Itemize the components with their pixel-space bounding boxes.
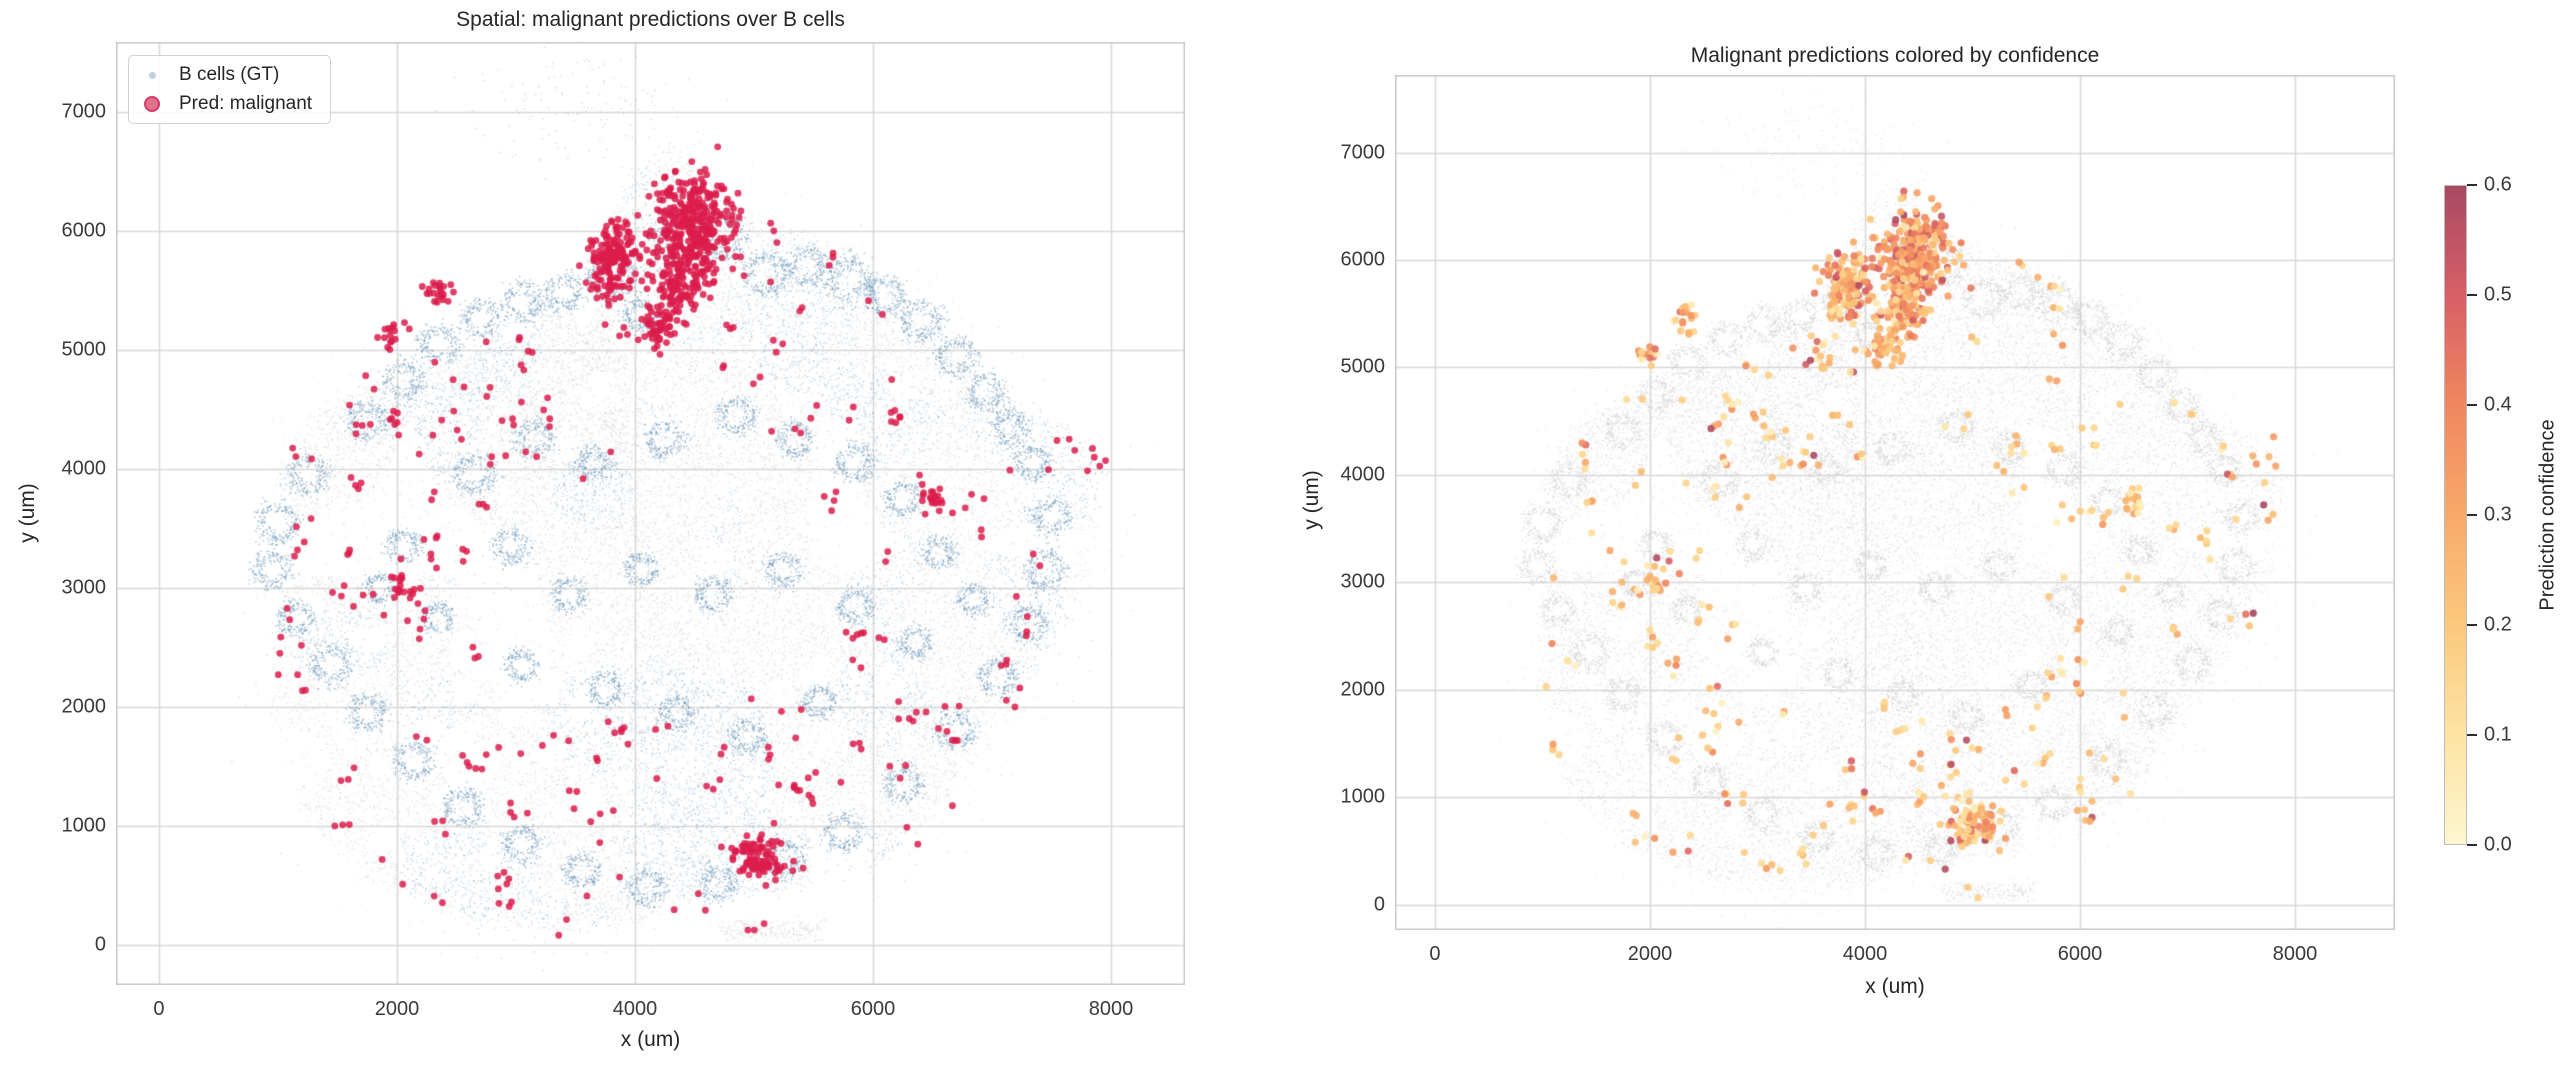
right-x-tick-label: 8000 [2272,943,2318,965]
colorbar-tick-mark [2467,513,2477,517]
left-y-axis-label: y (um) [16,483,39,543]
left-y-tick-label: 3000 [61,576,107,599]
right-y-axis-label: y (um) [1300,470,1323,530]
colorbar-tick-label: 0.5 [2484,283,2512,306]
right-x-tick-label: 4000 [1842,943,1888,965]
pred-malignant-legend-marker-icon [144,96,160,112]
colorbar [2444,185,2467,845]
legend-row-bcells: B cells (GT) [139,64,312,86]
left-y-tick-label: 6000 [61,219,107,242]
legend-label-pred-malignant: Pred: malignant [179,93,313,114]
right-plot-area [1395,75,2395,930]
colorbar-tick-mark [2467,733,2477,737]
right-x-tick-label: 2000 [1627,943,1673,965]
left-plot-title: Spatial: malignant predictions over B ce… [456,8,845,31]
left-x-tick-label: 2000 [374,998,420,1020]
left-y-tick-label: 5000 [61,338,107,361]
right-y-tick-label: 4000 [1340,463,1386,486]
left-y-tick-label: 4000 [61,457,107,480]
legend-row-pred-malignant: Pred: malignant [139,93,312,115]
colorbar-tick-mark [2467,403,2477,407]
left-plot-area: B cells (GT) Pred: malignant [116,42,1185,985]
left-y-tick-label: 0 [94,933,106,956]
right-y-tick-label: 2000 [1340,678,1386,701]
left-plot-canvas [116,42,1185,985]
right-x-axis-label: x (um) [1865,975,1925,998]
colorbar-label: Prediction confidence [2536,419,2559,611]
colorbar-tick-mark [2467,293,2477,297]
left-x-tick-label: 8000 [1088,998,1134,1020]
right-x-tick-label: 6000 [2057,943,2103,965]
right-y-tick-label: 7000 [1340,141,1386,163]
colorbar-tick-mark [2467,623,2477,627]
colorbar-tick-label: 0.4 [2484,393,2512,416]
colorbar-tick-label: 0.6 [2484,173,2512,196]
right-y-tick-label: 3000 [1340,570,1386,593]
left-y-tick-label: 1000 [61,814,107,837]
colorbar-tick-label: 0.0 [2484,833,2512,856]
legend-swatch-cell [139,96,165,112]
legend-label-bcells: B cells (GT) [179,64,280,85]
colorbar-tick-mark [2467,183,2477,187]
legend-swatch-cell [139,71,165,79]
right-x-tick-label: 0 [1429,943,1441,965]
left-y-tick-label: 2000 [61,695,107,718]
right-plot-title: Malignant predictions colored by confide… [1690,44,2100,67]
colorbar-tick-label: 0.2 [2484,613,2512,636]
left-y-tick-label: 7000 [61,100,107,123]
left-x-tick-label: 0 [153,998,165,1020]
colorbar-tick-label: 0.3 [2484,503,2512,526]
left-x-tick-label: 4000 [612,998,658,1020]
b-cells-legend-marker-icon [148,71,156,79]
legend: B cells (GT) Pred: malignant [128,55,332,124]
right-y-tick-label: 0 [1373,893,1385,916]
right-plot-canvas [1395,75,2395,930]
left-x-tick-label: 6000 [850,998,896,1020]
right-y-tick-label: 1000 [1340,785,1386,808]
right-y-tick-label: 6000 [1340,248,1386,271]
right-y-tick-label: 5000 [1340,355,1386,378]
colorbar-tick-mark [2467,843,2477,847]
colorbar-tick-label: 0.1 [2484,723,2512,746]
left-x-axis-label: x (um) [620,1028,681,1051]
